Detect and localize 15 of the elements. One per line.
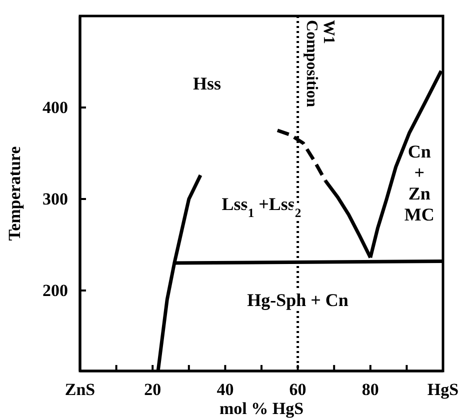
x-tick-label: 80 xyxy=(362,380,379,400)
x-tick-label: 60 xyxy=(289,380,306,400)
y-tick-label: 200 xyxy=(42,280,68,300)
x-axis-title: mol % HgS xyxy=(219,399,304,418)
x-tick-label: 40 xyxy=(216,380,234,400)
x-tick-label: HgS xyxy=(427,380,459,400)
annotation: Hss xyxy=(193,73,222,94)
y-tick-label: 400 xyxy=(42,98,68,117)
x-tick-label: 20 xyxy=(144,380,162,400)
y-axis-title: Temperature xyxy=(5,146,24,241)
annotation: Cn + Zn MC xyxy=(404,141,434,224)
ref-line-label: W1 Composition xyxy=(303,20,337,108)
y-tick-label: 300 xyxy=(42,189,68,208)
x-tick-label: ZnS xyxy=(64,380,96,400)
annotation: Hg-Sph + Cn xyxy=(247,290,348,310)
